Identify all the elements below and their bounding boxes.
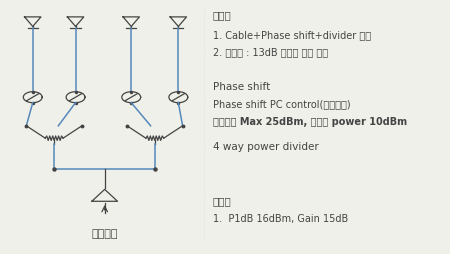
Text: Phase shift PC control(참고자료): Phase shift PC control(참고자료) <box>212 100 350 110</box>
Text: 증폭기: 증폭기 <box>212 197 231 207</box>
Text: 입력파웨 Max 25dBm, 선현성 power 10dBm: 입력파웨 Max 25dBm, 선현성 power 10dBm <box>212 117 407 127</box>
Text: 1. Cable+Phase shift+divider 포함: 1. Cable+Phase shift+divider 포함 <box>212 30 371 40</box>
Text: 1.  P1dB 16dBm, Gain 15dB: 1. P1dB 16dBm, Gain 15dB <box>212 214 348 224</box>
Text: 4 way power divider: 4 way power divider <box>212 142 318 152</box>
Text: 2. 증폭기 : 13dB 이상의 이득 구현: 2. 증폭기 : 13dB 이상의 이득 구현 <box>212 47 328 57</box>
Text: 입력신호: 입력신호 <box>91 229 118 239</box>
Text: 안테나: 안테나 <box>212 10 231 20</box>
Text: Phase shift: Phase shift <box>212 82 270 92</box>
